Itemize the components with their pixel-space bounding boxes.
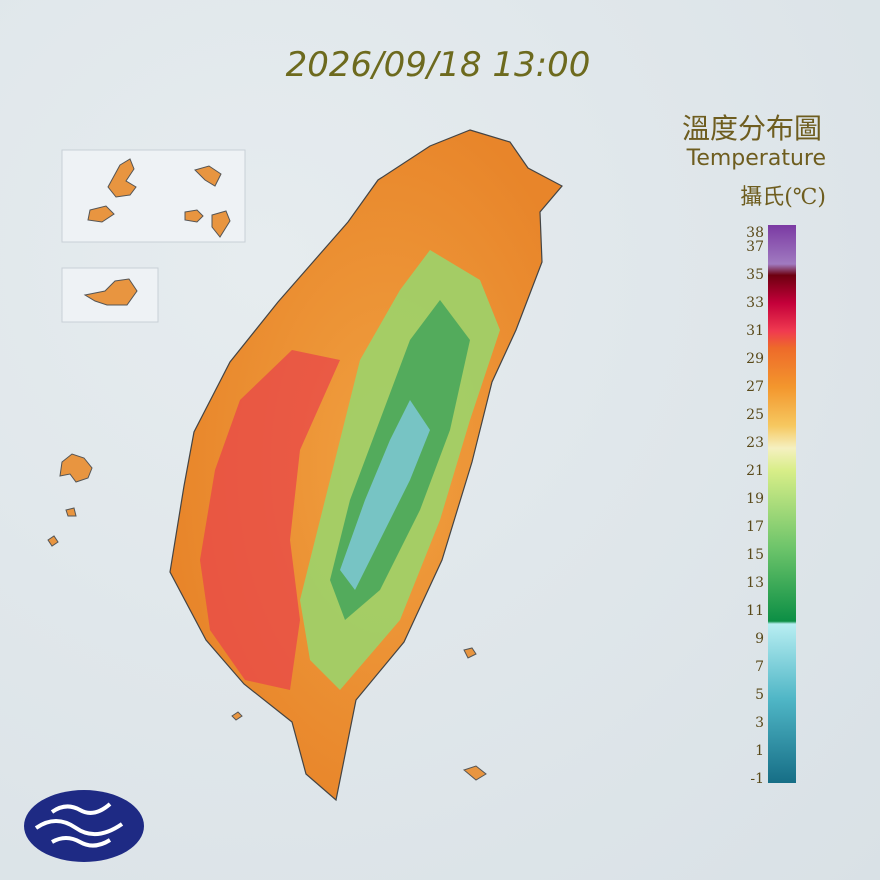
legend-label: 11 <box>746 603 764 619</box>
title-zh: 溫度分布圖 <box>682 112 822 145</box>
legend-label: 9 <box>755 631 764 647</box>
legend-label: -1 <box>750 771 764 787</box>
legend-label: 13 <box>746 575 764 591</box>
inset-box <box>61 267 159 323</box>
legend-label: 27 <box>746 379 764 395</box>
islands <box>83 158 231 306</box>
legend-label: 21 <box>746 463 764 479</box>
legend-label: 33 <box>746 295 764 311</box>
legend-label: 1 <box>755 743 764 759</box>
legend-label: 37 <box>746 239 764 255</box>
cold-peaks <box>340 400 430 590</box>
legend-label: 25 <box>746 407 764 423</box>
legend-label: 35 <box>746 267 764 283</box>
legend-label: 5 <box>755 687 764 703</box>
logo-mark <box>34 802 124 848</box>
legend-label: 7 <box>755 659 764 675</box>
legend-label: 38 <box>746 225 764 241</box>
islands <box>47 453 487 781</box>
legend-label: 23 <box>746 435 764 451</box>
legend-label: 15 <box>746 547 764 563</box>
legend-label: 17 <box>746 519 764 535</box>
logo <box>24 790 144 862</box>
legend-label: 3 <box>755 715 764 731</box>
datetime: 2026/09/18 13:00 <box>286 45 591 85</box>
legend-label: 31 <box>746 323 764 339</box>
legend-label: 29 <box>746 351 764 367</box>
hot-region <box>200 350 340 690</box>
legend-label: 19 <box>746 491 764 507</box>
unit: 攝氏(℃) <box>740 185 826 210</box>
color-scale <box>768 225 796 783</box>
title-en: Temperature <box>686 146 826 171</box>
